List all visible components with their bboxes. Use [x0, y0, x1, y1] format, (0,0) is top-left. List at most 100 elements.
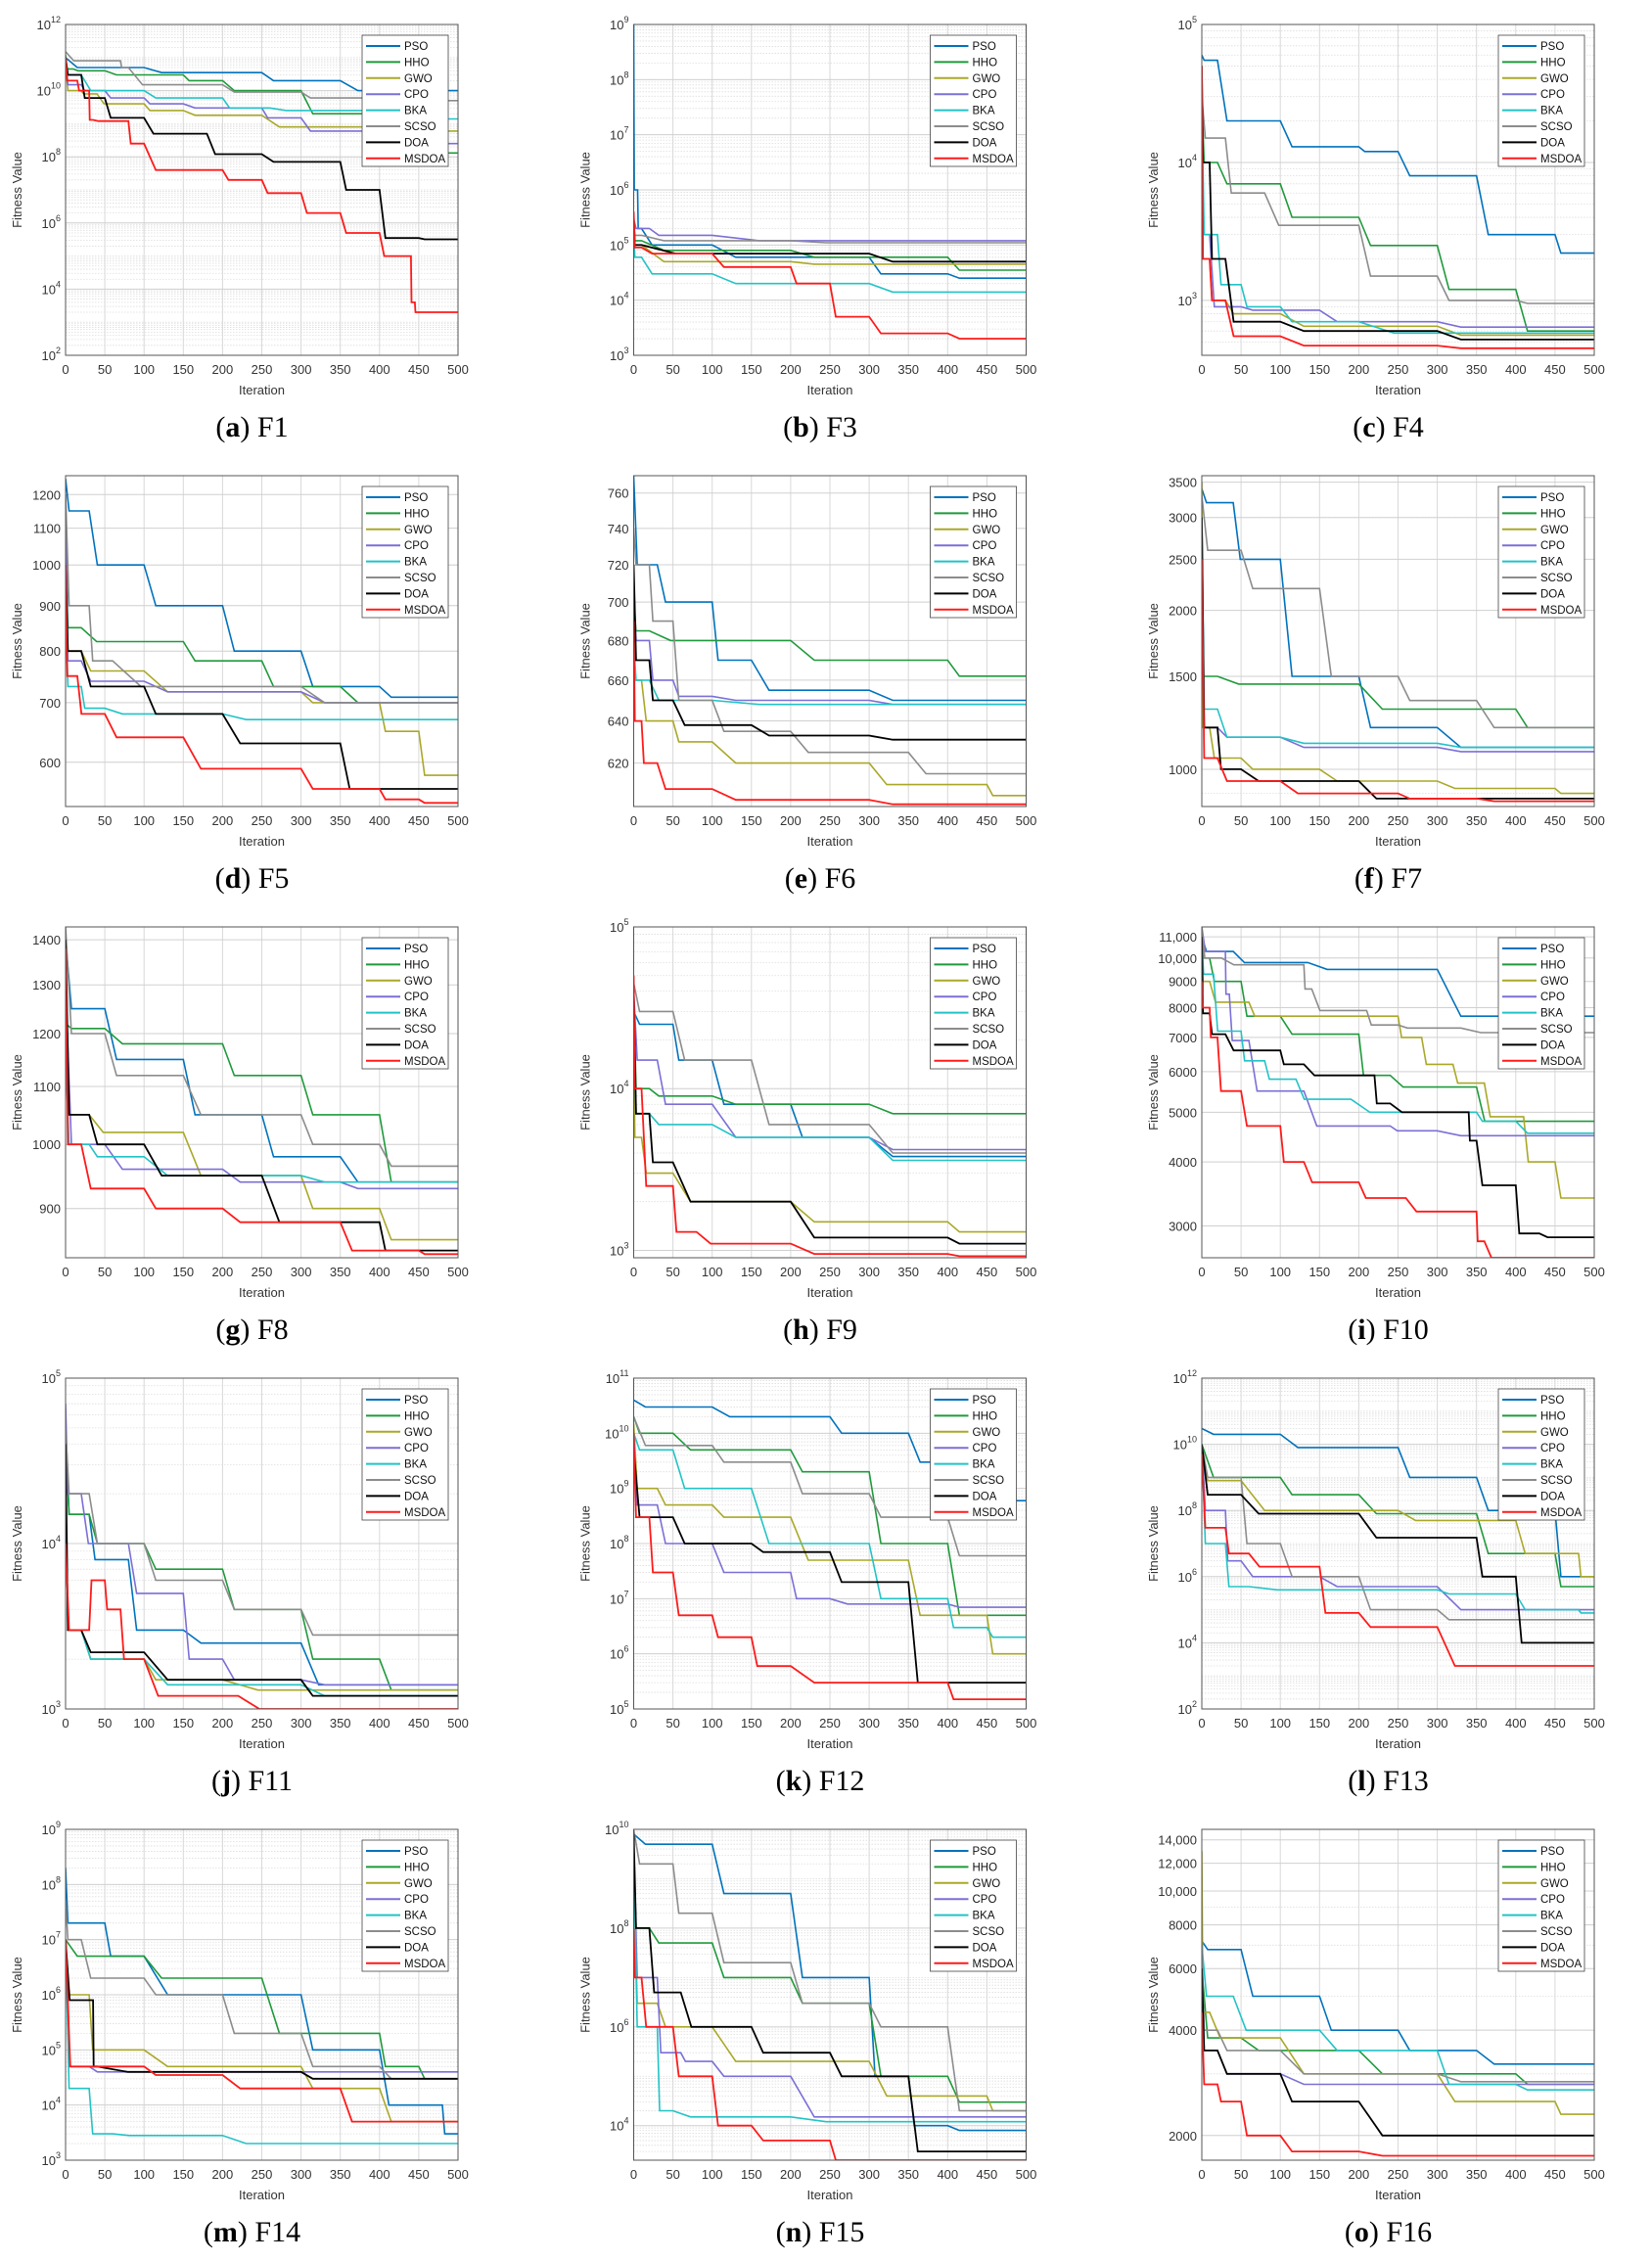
series-line-scso [633, 1416, 1027, 1557]
y-tick-label: 103 [42, 2150, 61, 2168]
series-line-hho [633, 1416, 1027, 1617]
x-tick-label: 100 [1269, 2167, 1291, 2182]
legend-label-bka: BKA [1540, 1008, 1563, 1020]
x-tick-label: 300 [1427, 1265, 1448, 1279]
x-tick-label: 50 [98, 2167, 112, 2182]
series-line-pso [633, 1011, 1027, 1158]
legend-label-doa: DOA [973, 588, 997, 600]
y-tick-label: 9000 [1169, 975, 1197, 990]
x-tick-label: 0 [62, 2167, 69, 2182]
series-line-bka [1202, 1444, 1594, 1614]
legend-box [1497, 937, 1585, 1070]
x-tick-label: 150 [741, 813, 762, 828]
y-tick-label: 104 [1178, 153, 1197, 170]
legend-label-bka: BKA [404, 1459, 427, 1471]
chart-caption: (b) F3 [783, 411, 857, 443]
y-axis-label: Fitness Value [578, 152, 593, 228]
x-tick-label: 100 [133, 813, 155, 828]
y-tick-label: 6000 [1169, 1961, 1197, 1976]
chart-panel-f1: 0 50 100 150 200 250 300 350 400 450 500 102 104 106 1… [10, 15, 469, 443]
y-tick-label: 108 [610, 1918, 628, 1936]
legend-box [930, 1839, 1017, 1972]
y-axis-label: Fitness Value [1146, 152, 1161, 228]
axes-box [1201, 23, 1595, 356]
series-line-pso [1202, 54, 1594, 254]
legend-label-bka: BKA [973, 1911, 995, 1922]
series-line-msdoa [66, 1543, 458, 1709]
x-tick-label: 400 [369, 1716, 390, 1730]
x-tick-label: 300 [858, 1265, 880, 1279]
series-line-gwo [633, 1878, 1027, 2112]
legend-label-bka: BKA [1540, 106, 1563, 117]
x-tick-label: 350 [897, 1265, 919, 1279]
series-line-doa [1202, 66, 1594, 341]
legend-label-cpo: CPO [1540, 540, 1565, 552]
series-line-msdoa [66, 1939, 458, 2123]
legend-label-pso: PSO [404, 492, 428, 504]
x-tick-label: 200 [780, 1265, 802, 1279]
y-tick-label: 3000 [1169, 511, 1197, 526]
axes-box [633, 1828, 1027, 2161]
x-tick-label: 350 [897, 813, 919, 828]
x-tick-label: 50 [665, 1716, 679, 1730]
y-tick-label: 8000 [1169, 1000, 1197, 1015]
chart-caption: (m) F14 [204, 2216, 300, 2248]
x-tick-label: 450 [977, 362, 998, 377]
axes-box [1201, 1377, 1595, 1710]
x-tick-label: 0 [1198, 2167, 1205, 2182]
legend-label-scso: SCSO [404, 1024, 436, 1036]
legend-box [930, 485, 1017, 619]
chart-caption: (d) F5 [215, 862, 290, 895]
legend-label-scso: SCSO [404, 121, 436, 133]
x-tick-label: 350 [1466, 362, 1488, 377]
x-tick-label: 300 [291, 1265, 312, 1279]
axes-box [633, 926, 1027, 1259]
chart-caption: (o) F16 [1345, 2216, 1432, 2248]
legend: PSO HHO GWO CPO BKA SCSO DOA MSDOA [1497, 1839, 1585, 1972]
x-tick-label: 150 [172, 2167, 194, 2182]
x-tick-label: 200 [780, 813, 802, 828]
x-tick-label: 100 [1269, 1716, 1291, 1730]
axes-box [1201, 926, 1595, 1259]
y-tick-label: 104 [610, 1079, 628, 1096]
legend-label-hho: HHO [404, 1410, 430, 1422]
x-tick-label: 400 [937, 1716, 958, 1730]
y-tick-label: 1012 [1173, 1368, 1197, 1386]
y-tick-label: 105 [610, 1699, 628, 1717]
caption-letter: i [1357, 1314, 1365, 1346]
y-tick-label: 1000 [32, 558, 61, 573]
series-line-msdoa [633, 211, 1027, 340]
y-tick-label: 2000 [1169, 604, 1197, 619]
y-tick-label: 660 [608, 673, 629, 688]
legend-label-doa: DOA [404, 1942, 429, 1954]
legend-label-msdoa: MSDOA [404, 154, 446, 165]
series-line-msdoa [1202, 1454, 1594, 1667]
x-tick-label: 250 [1388, 813, 1409, 828]
series-line-scso [66, 927, 458, 1168]
series-line-gwo [1202, 1454, 1594, 1578]
caption-letter: g [225, 1314, 240, 1346]
x-tick-label: 100 [702, 1716, 723, 1730]
y-tick-label: 8000 [1169, 1918, 1197, 1933]
caption-function-name: F4 [1393, 411, 1424, 443]
x-tick-label: 350 [330, 813, 351, 828]
legend-label-cpo: CPO [1540, 89, 1565, 101]
legend-label-msdoa: MSDOA [973, 1959, 1015, 1970]
x-tick-label: 250 [819, 1265, 841, 1279]
x-tick-label: 500 [1016, 1716, 1037, 1730]
legend-label-doa: DOA [1540, 1491, 1565, 1502]
legend-label-bka: BKA [404, 1008, 427, 1020]
x-tick-label: 50 [1234, 362, 1248, 377]
legend-label-hho: HHO [973, 1862, 998, 1873]
caption-letter: a [225, 411, 240, 443]
legend-label-scso: SCSO [404, 1926, 436, 1938]
x-tick-label: 250 [1388, 362, 1409, 377]
x-tick-label: 300 [1427, 1716, 1448, 1730]
legend-label-pso: PSO [973, 1846, 996, 1858]
x-tick-label: 150 [1308, 1716, 1330, 1730]
legend-box [930, 34, 1017, 167]
legend-label-pso: PSO [1540, 492, 1564, 504]
series-line-doa [633, 991, 1027, 1245]
caption-function-name: F5 [258, 862, 290, 895]
legend-label-scso: SCSO [973, 121, 1005, 133]
